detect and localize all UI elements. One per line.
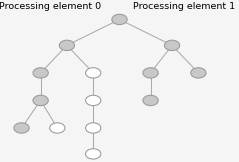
Circle shape bbox=[164, 40, 180, 51]
Circle shape bbox=[191, 68, 206, 78]
Circle shape bbox=[143, 95, 158, 106]
Circle shape bbox=[14, 123, 29, 133]
Circle shape bbox=[33, 68, 48, 78]
Circle shape bbox=[86, 149, 101, 159]
Circle shape bbox=[86, 123, 101, 133]
Circle shape bbox=[112, 14, 127, 25]
Text: Processing element 1: Processing element 1 bbox=[133, 2, 235, 12]
Circle shape bbox=[86, 68, 101, 78]
Text: Processing element 0: Processing element 0 bbox=[0, 2, 101, 12]
Circle shape bbox=[50, 123, 65, 133]
Circle shape bbox=[143, 68, 158, 78]
Circle shape bbox=[33, 95, 48, 106]
Circle shape bbox=[59, 40, 75, 51]
Circle shape bbox=[86, 95, 101, 106]
